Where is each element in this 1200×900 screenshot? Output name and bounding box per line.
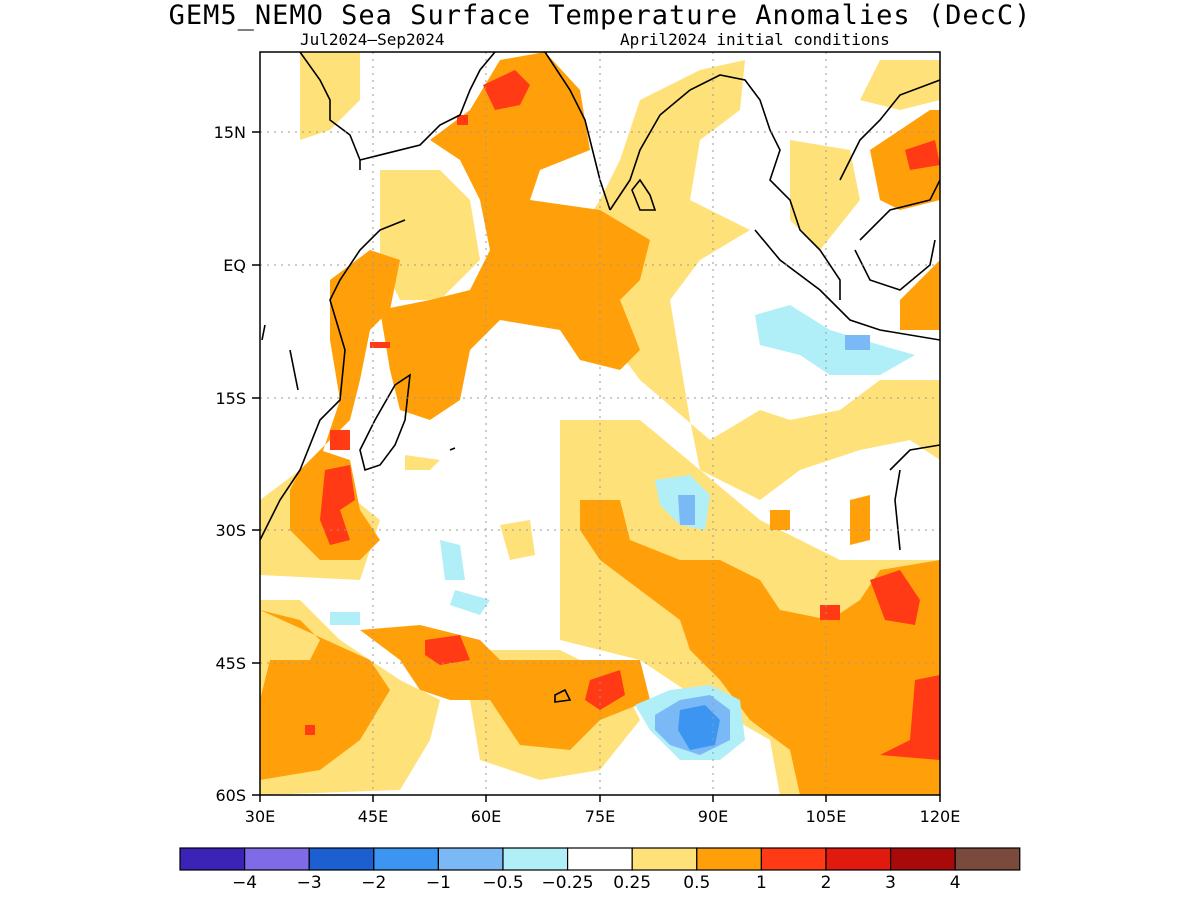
anomaly-orange-fill <box>260 52 940 795</box>
colorbar: −4 −3 −2 −1 −0.5 −0.25 0.25 0.5 1 2 3 4 <box>179 847 1021 893</box>
colorbar-swatch <box>760 847 827 871</box>
colorbar-swatch <box>437 847 504 871</box>
colorbar-swatch <box>308 847 375 871</box>
colorbar-label: −3 <box>297 873 322 893</box>
coastlines <box>260 52 940 703</box>
latitude-ticks <box>252 131 260 796</box>
colorbar-label: −4 <box>232 873 257 893</box>
lon-label: 75E <box>585 807 615 826</box>
colorbar-label: 4 <box>950 873 961 893</box>
colorbar-swatch <box>825 847 892 871</box>
colorbar-label: 1 <box>756 873 767 893</box>
colorbar-swatch <box>631 847 698 871</box>
lat-label: 15S <box>215 389 246 408</box>
lat-label: 15N <box>214 123 246 142</box>
lon-label: 120E <box>920 807 961 826</box>
colorbar-label: 3 <box>885 873 896 893</box>
colorbar-swatch <box>502 847 569 871</box>
longitude-ticks <box>259 795 941 802</box>
colorbar-label: −2 <box>361 873 386 893</box>
lon-label: 105E <box>806 807 847 826</box>
lat-label: 45S <box>215 654 246 673</box>
colorbar-swatch <box>696 847 762 871</box>
lon-label: 60E <box>471 807 501 826</box>
longitude-labels: 30E 45E 60E 75E 90E 105E 120E <box>245 807 961 826</box>
colorbar-swatch <box>244 847 310 871</box>
initial-conditions: April2024 initial conditions <box>620 30 890 49</box>
colorbar-label: −1 <box>426 873 451 893</box>
colorbar-swatch <box>179 847 246 871</box>
map-gridlines <box>260 52 940 795</box>
anomaly-red-fill <box>305 70 940 760</box>
lon-label: 30E <box>245 807 275 826</box>
colorbar-swatch <box>954 847 1021 871</box>
forecast-period: Jul2024—Sep2024 <box>300 30 445 49</box>
lat-label: 60S <box>215 786 246 805</box>
latitude-labels: 15N EQ 15S 30S 45S 60S <box>214 123 246 805</box>
colorbar-label: −0.5 <box>482 873 523 893</box>
colorbar-label: 0.5 <box>683 873 710 893</box>
lon-label: 45E <box>358 807 388 826</box>
colorbar-swatch <box>566 847 633 871</box>
colorbar-swatch <box>373 847 439 871</box>
lat-label: 30S <box>215 521 246 540</box>
map-title: GEM5_NEMO Sea Surface Temperature Anomal… <box>168 0 1032 31</box>
colorbar-label: 0.25 <box>613 873 651 893</box>
map-plot-area <box>260 52 940 795</box>
colorbar-label: 2 <box>821 873 832 893</box>
anomaly-blue-fill <box>678 705 720 750</box>
colorbar-swatch <box>889 847 956 871</box>
lat-label: EQ <box>223 256 246 275</box>
lon-label: 90E <box>698 807 728 826</box>
colorbar-label: −0.25 <box>542 873 594 893</box>
